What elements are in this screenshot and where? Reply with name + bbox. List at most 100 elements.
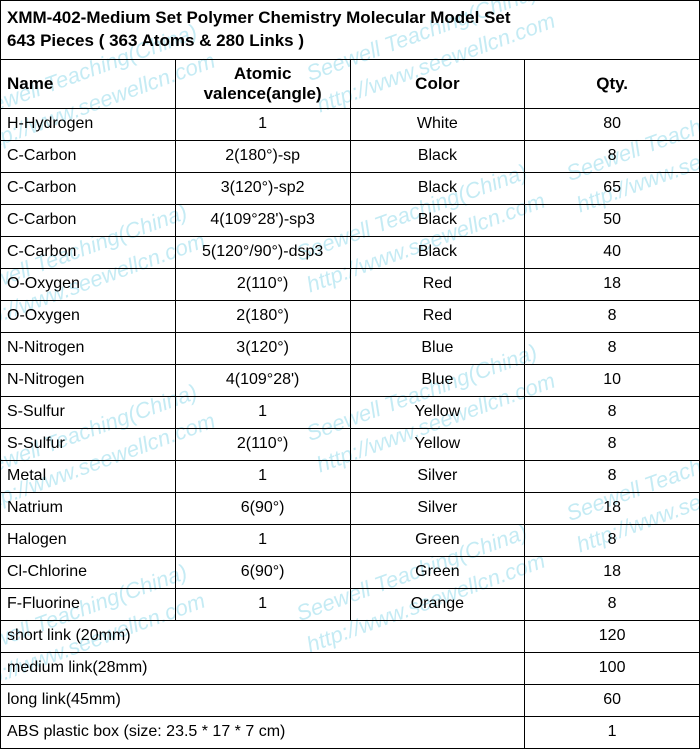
cell-valence: 6(90°) [175,556,350,588]
cell-valence: 1 [175,524,350,556]
table-row: N-Nitrogen3(120°)Blue8 [1,332,700,364]
cell-qty: 40 [525,236,700,268]
cell-name: Natrium [1,492,176,524]
cell-color: Black [350,140,525,172]
table-row: Natrium6(90°)Silver18 [1,492,700,524]
cell-color: Orange [350,588,525,620]
cell-valence: 4(109°28') [175,364,350,396]
cell-qty: 80 [525,108,700,140]
table-row: O-Oxygen2(110°)Red18 [1,268,700,300]
cell-qty: 120 [525,620,700,652]
table-row: F-Fluorine1Orange8 [1,588,700,620]
cell-qty: 65 [525,172,700,204]
cell-color: Yellow [350,396,525,428]
cell-qty: 8 [525,460,700,492]
cell-qty: 18 [525,556,700,588]
cell-color: Red [350,268,525,300]
spec-table: XMM-402-Medium Set Polymer Chemistry Mol… [0,0,700,749]
cell-valence: 4(109°28')-sp3 [175,204,350,236]
cell-name: Cl-Chlorine [1,556,176,588]
header-valence: Atomic valence(angle) [175,59,350,108]
cell-color: Blue [350,364,525,396]
cell-name: Metal [1,460,176,492]
table-row: H-Hydrogen1White80 [1,108,700,140]
cell-link-name: long link(45mm) [1,684,525,716]
table-row: ABS plastic box (size: 23.5 * 17 * 7 cm)… [1,716,700,748]
header-row: Name Atomic valence(angle) Color Qty. [1,59,700,108]
cell-valence: 5(120°/90°)-dsp3 [175,236,350,268]
cell-color: Silver [350,492,525,524]
header-name: Name [1,59,176,108]
table-row: Cl-Chlorine6(90°)Green18 [1,556,700,588]
title-row: XMM-402-Medium Set Polymer Chemistry Mol… [1,1,700,60]
cell-valence: 2(110°) [175,428,350,460]
cell-color: Yellow [350,428,525,460]
cell-color: Black [350,172,525,204]
cell-name: C-Carbon [1,140,176,172]
cell-qty: 1 [525,716,700,748]
cell-valence: 3(120°) [175,332,350,364]
cell-qty: 10 [525,364,700,396]
title-line-2: 643 Pieces ( 363 Atoms & 280 Links ) [7,31,304,50]
cell-qty: 18 [525,268,700,300]
cell-qty: 60 [525,684,700,716]
table-row: S-Sulfur1Yellow8 [1,396,700,428]
cell-color: Blue [350,332,525,364]
table-row: long link(45mm)60 [1,684,700,716]
cell-color: Black [350,204,525,236]
cell-qty: 8 [525,396,700,428]
cell-valence: 6(90°) [175,492,350,524]
header-qty: Qty. [525,59,700,108]
cell-valence: 2(180°) [175,300,350,332]
cell-name: C-Carbon [1,236,176,268]
cell-name: Halogen [1,524,176,556]
table-row: C-Carbon2(180°)-spBlack8 [1,140,700,172]
title-cell: XMM-402-Medium Set Polymer Chemistry Mol… [1,1,700,60]
cell-qty: 8 [525,524,700,556]
cell-qty: 8 [525,588,700,620]
cell-valence: 1 [175,396,350,428]
title-line-1: XMM-402-Medium Set Polymer Chemistry Mol… [7,8,511,27]
cell-color: Red [350,300,525,332]
table-row: C-Carbon3(120°)-sp2Black65 [1,172,700,204]
cell-qty: 100 [525,652,700,684]
cell-color: White [350,108,525,140]
table-row: C-Carbon5(120°/90°)-dsp3Black40 [1,236,700,268]
table-row: Metal1Silver8 [1,460,700,492]
cell-valence: 1 [175,108,350,140]
cell-valence: 1 [175,460,350,492]
cell-name: F-Fluorine [1,588,176,620]
cell-link-name: ABS plastic box (size: 23.5 * 17 * 7 cm) [1,716,525,748]
cell-name: N-Nitrogen [1,364,176,396]
cell-valence: 1 [175,588,350,620]
cell-qty: 8 [525,428,700,460]
cell-name: H-Hydrogen [1,108,176,140]
cell-name: S-Sulfur [1,396,176,428]
cell-name: S-Sulfur [1,428,176,460]
cell-valence: 2(110°) [175,268,350,300]
cell-name: N-Nitrogen [1,332,176,364]
cell-qty: 18 [525,492,700,524]
table-row: short link (20mm)120 [1,620,700,652]
cell-qty: 50 [525,204,700,236]
cell-color: Black [350,236,525,268]
table-row: N-Nitrogen4(109°28')Blue10 [1,364,700,396]
cell-valence: 3(120°)-sp2 [175,172,350,204]
cell-color: Green [350,524,525,556]
cell-name: C-Carbon [1,172,176,204]
cell-color: Green [350,556,525,588]
cell-qty: 8 [525,300,700,332]
table-row: Halogen1Green8 [1,524,700,556]
table-row: medium link(28mm)100 [1,652,700,684]
page-container: XMM-402-Medium Set Polymer Chemistry Mol… [0,0,700,749]
cell-name: O-Oxygen [1,300,176,332]
cell-link-name: medium link(28mm) [1,652,525,684]
cell-color: Silver [350,460,525,492]
cell-qty: 8 [525,140,700,172]
cell-valence: 2(180°)-sp [175,140,350,172]
header-color: Color [350,59,525,108]
cell-name: C-Carbon [1,204,176,236]
table-row: S-Sulfur2(110°)Yellow8 [1,428,700,460]
cell-name: O-Oxygen [1,268,176,300]
cell-link-name: short link (20mm) [1,620,525,652]
